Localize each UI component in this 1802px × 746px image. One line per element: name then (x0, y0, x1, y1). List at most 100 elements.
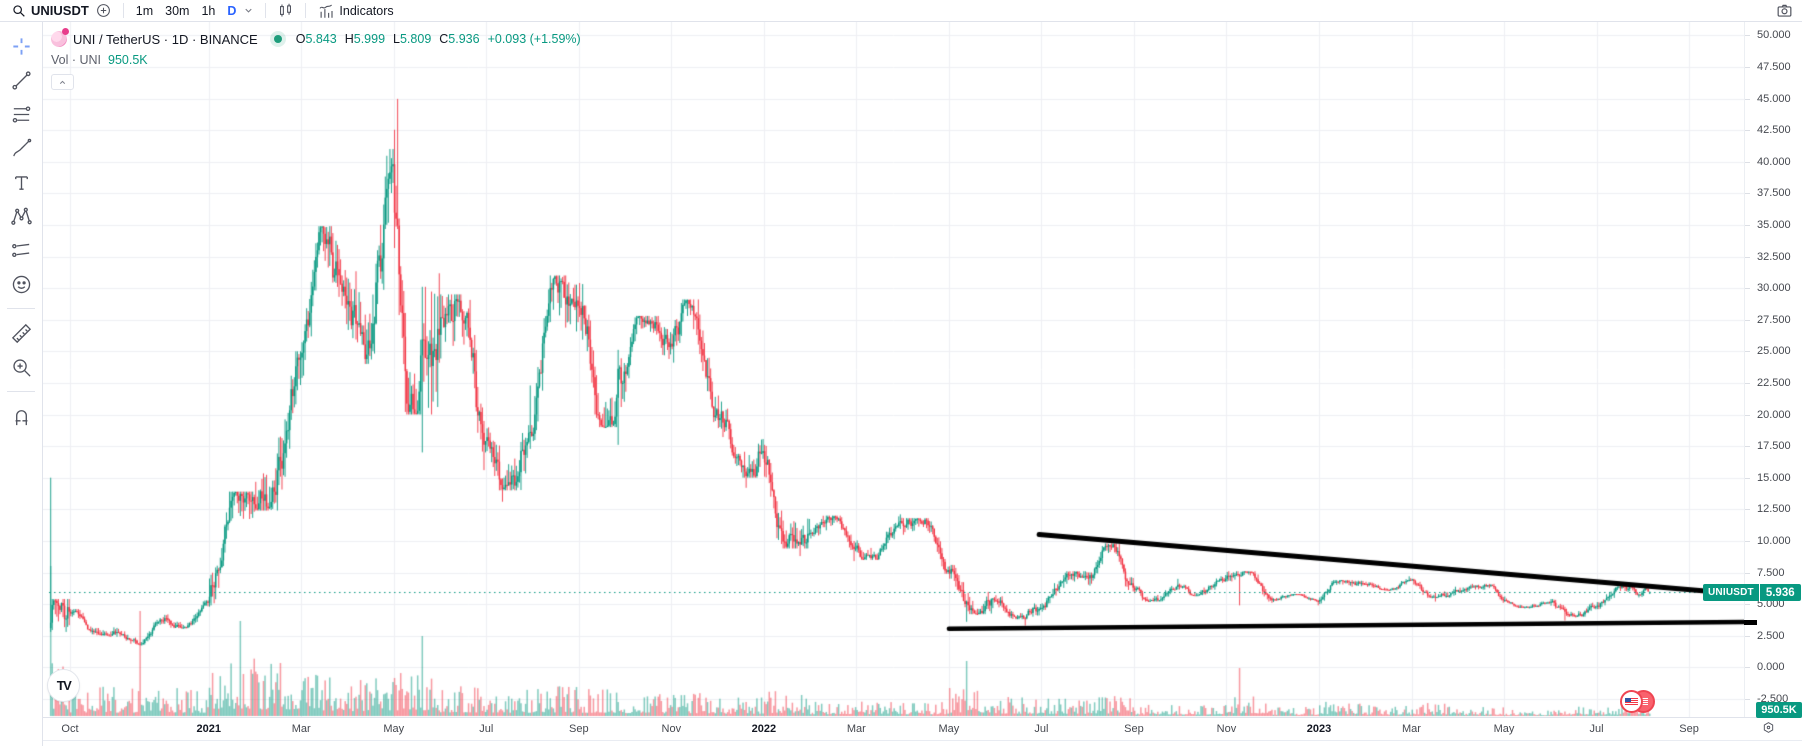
time-axis-label: Jul (1034, 723, 1049, 735)
time-axis-label: Mar (291, 723, 311, 735)
interval-group: 1m 30m 1h D (132, 4, 241, 18)
symbol-search-button[interactable]: UNIUSDT (8, 1, 92, 21)
price-axis-label: 25.000 (1745, 345, 1791, 358)
trend-line-icon (11, 70, 31, 90)
price-axis-label: 15.000 (1745, 471, 1791, 484)
toolbar-separator (265, 3, 267, 18)
toolbar-separator (122, 3, 124, 18)
close-value: 5.936 (448, 32, 480, 46)
trend-line-tool[interactable] (6, 67, 36, 93)
price-axis-label: 5.000 (1745, 598, 1785, 611)
time-axis-label: May (1493, 723, 1515, 735)
low-label: L (393, 32, 400, 46)
price-axis-label: 35.000 (1745, 218, 1791, 231)
us-flag-icon (1620, 690, 1643, 713)
price-axis-label: 22.500 (1745, 376, 1791, 389)
time-axis-label: Jul (479, 723, 494, 735)
ruler-tool[interactable] (6, 320, 36, 346)
chevron-down-icon (243, 5, 254, 16)
candles-icon (277, 2, 294, 19)
volume-label: Vol · UNI (51, 53, 102, 67)
emoji-tool[interactable] (6, 271, 36, 297)
price-axis[interactable]: 50.000 47.500 45.000 42.500 40.000 37.500 35.0… (1744, 22, 1802, 717)
price-axis-label: 40.000 (1745, 155, 1791, 168)
plus-circle-icon (95, 2, 112, 19)
time-axis-label: Nov (1216, 723, 1237, 735)
fib-retracement-icon (12, 105, 30, 123)
change-value: +0.093 (+1.59%) (487, 32, 581, 46)
symbol-search-value: UNIUSDT (31, 3, 89, 18)
toolbar-separator (7, 391, 35, 392)
price-axis-label: 12.500 (1745, 503, 1791, 516)
magnet-icon (15, 409, 27, 425)
economic-events-marker[interactable] (1620, 690, 1656, 714)
time-axis-label: Sep (1679, 723, 1699, 735)
toolbar-separator (305, 3, 307, 18)
symbol-title[interactable]: UNI / TetherUS · 1D · BINANCE (73, 31, 258, 47)
high-value: 5.999 (353, 32, 386, 46)
price-axis-label: 20.000 (1745, 408, 1791, 421)
volume-value: 950.5K (108, 53, 148, 67)
time-axis-label: May (383, 723, 405, 735)
compare-add-button[interactable] (92, 1, 115, 21)
xabcd-pattern-tool[interactable] (6, 203, 36, 229)
time-axis-label: Jul (1589, 723, 1604, 735)
tradingview-logo[interactable]: TV (47, 669, 80, 702)
axis-settings-icon[interactable] (1761, 720, 1776, 740)
chart-canvas[interactable] (43, 22, 1744, 717)
interval-D[interactable]: D (227, 3, 237, 18)
price-axis-label: 30.000 (1745, 282, 1791, 295)
time-axis-label: Sep (569, 723, 589, 735)
interval-30m[interactable]: 30m (165, 3, 190, 18)
text-tool[interactable] (6, 169, 36, 195)
uni-logo (51, 28, 69, 47)
time-axis[interactable]: Oct 2021 Mar May Jul Sep Nov 2022 Mar May Jul Sep No… (43, 717, 1802, 740)
search-icon (11, 3, 27, 19)
interval-1h[interactable]: 1h (201, 3, 216, 18)
chart-legend: UNI / TetherUS · 1D · BINANCE O5.843 H5.… (51, 28, 581, 90)
price-axis-label: 45.000 (1745, 92, 1791, 105)
ruler-icon (11, 323, 31, 343)
price-axis-label: 32.500 (1745, 250, 1791, 263)
low-value: 5.809 (399, 32, 432, 46)
xabcd-pattern-icon (10, 207, 32, 225)
top-toolbar: UNIUSDT 1m 30m 1h D Indicators (0, 0, 1802, 22)
open-value: 5.843 (305, 32, 337, 46)
zoom-in-icon (12, 358, 31, 377)
volume-row: Vol · UNI 950.5K (51, 53, 581, 67)
price-axis-label: 2.500 (1745, 629, 1785, 642)
time-axis-label: Mar (846, 723, 866, 735)
time-axis-label: 2023 (1306, 723, 1332, 735)
crosshair-tool[interactable] (6, 33, 36, 59)
bottom-strip (0, 740, 1802, 746)
chart-style-button[interactable] (274, 1, 297, 21)
support-line-extension (1744, 620, 1757, 625)
fib-retracement-tool[interactable] (6, 101, 36, 127)
projection-icon (11, 243, 29, 257)
interval-menu-button[interactable] (240, 1, 257, 21)
drawing-toolbar (0, 22, 43, 746)
brush-icon (12, 138, 31, 156)
legend-collapse-button[interactable] (51, 74, 74, 90)
indicators-icon (317, 2, 335, 20)
open-label: O (295, 32, 306, 46)
market-status-dot[interactable] (273, 35, 282, 43)
price-axis-label: -2.500 (1744, 692, 1789, 705)
time-axis-label: Nov (661, 723, 682, 735)
screenshot-button[interactable] (1775, 1, 1794, 20)
brush-tool[interactable] (6, 135, 36, 161)
ohlc-values: O5.843 H5.999 L5.809 C5.936 +0.093 (+1.5… (296, 32, 581, 46)
price-axis-label: 0.000 (1745, 661, 1785, 674)
price-badge-value: 5.936 (1759, 584, 1801, 601)
projection-tool[interactable] (6, 237, 36, 263)
zoom-in-tool[interactable] (6, 354, 36, 380)
interval-1m[interactable]: 1m (135, 3, 154, 18)
magnet-tool[interactable] (6, 403, 36, 429)
time-axis-label: 2022 (751, 723, 777, 735)
camera-icon (1775, 1, 1794, 20)
price-axis-label: 17.500 (1745, 440, 1791, 453)
chevron-up-icon (59, 80, 66, 84)
toolbar-separator (7, 308, 35, 309)
indicators-button[interactable]: Indicators (314, 1, 396, 21)
